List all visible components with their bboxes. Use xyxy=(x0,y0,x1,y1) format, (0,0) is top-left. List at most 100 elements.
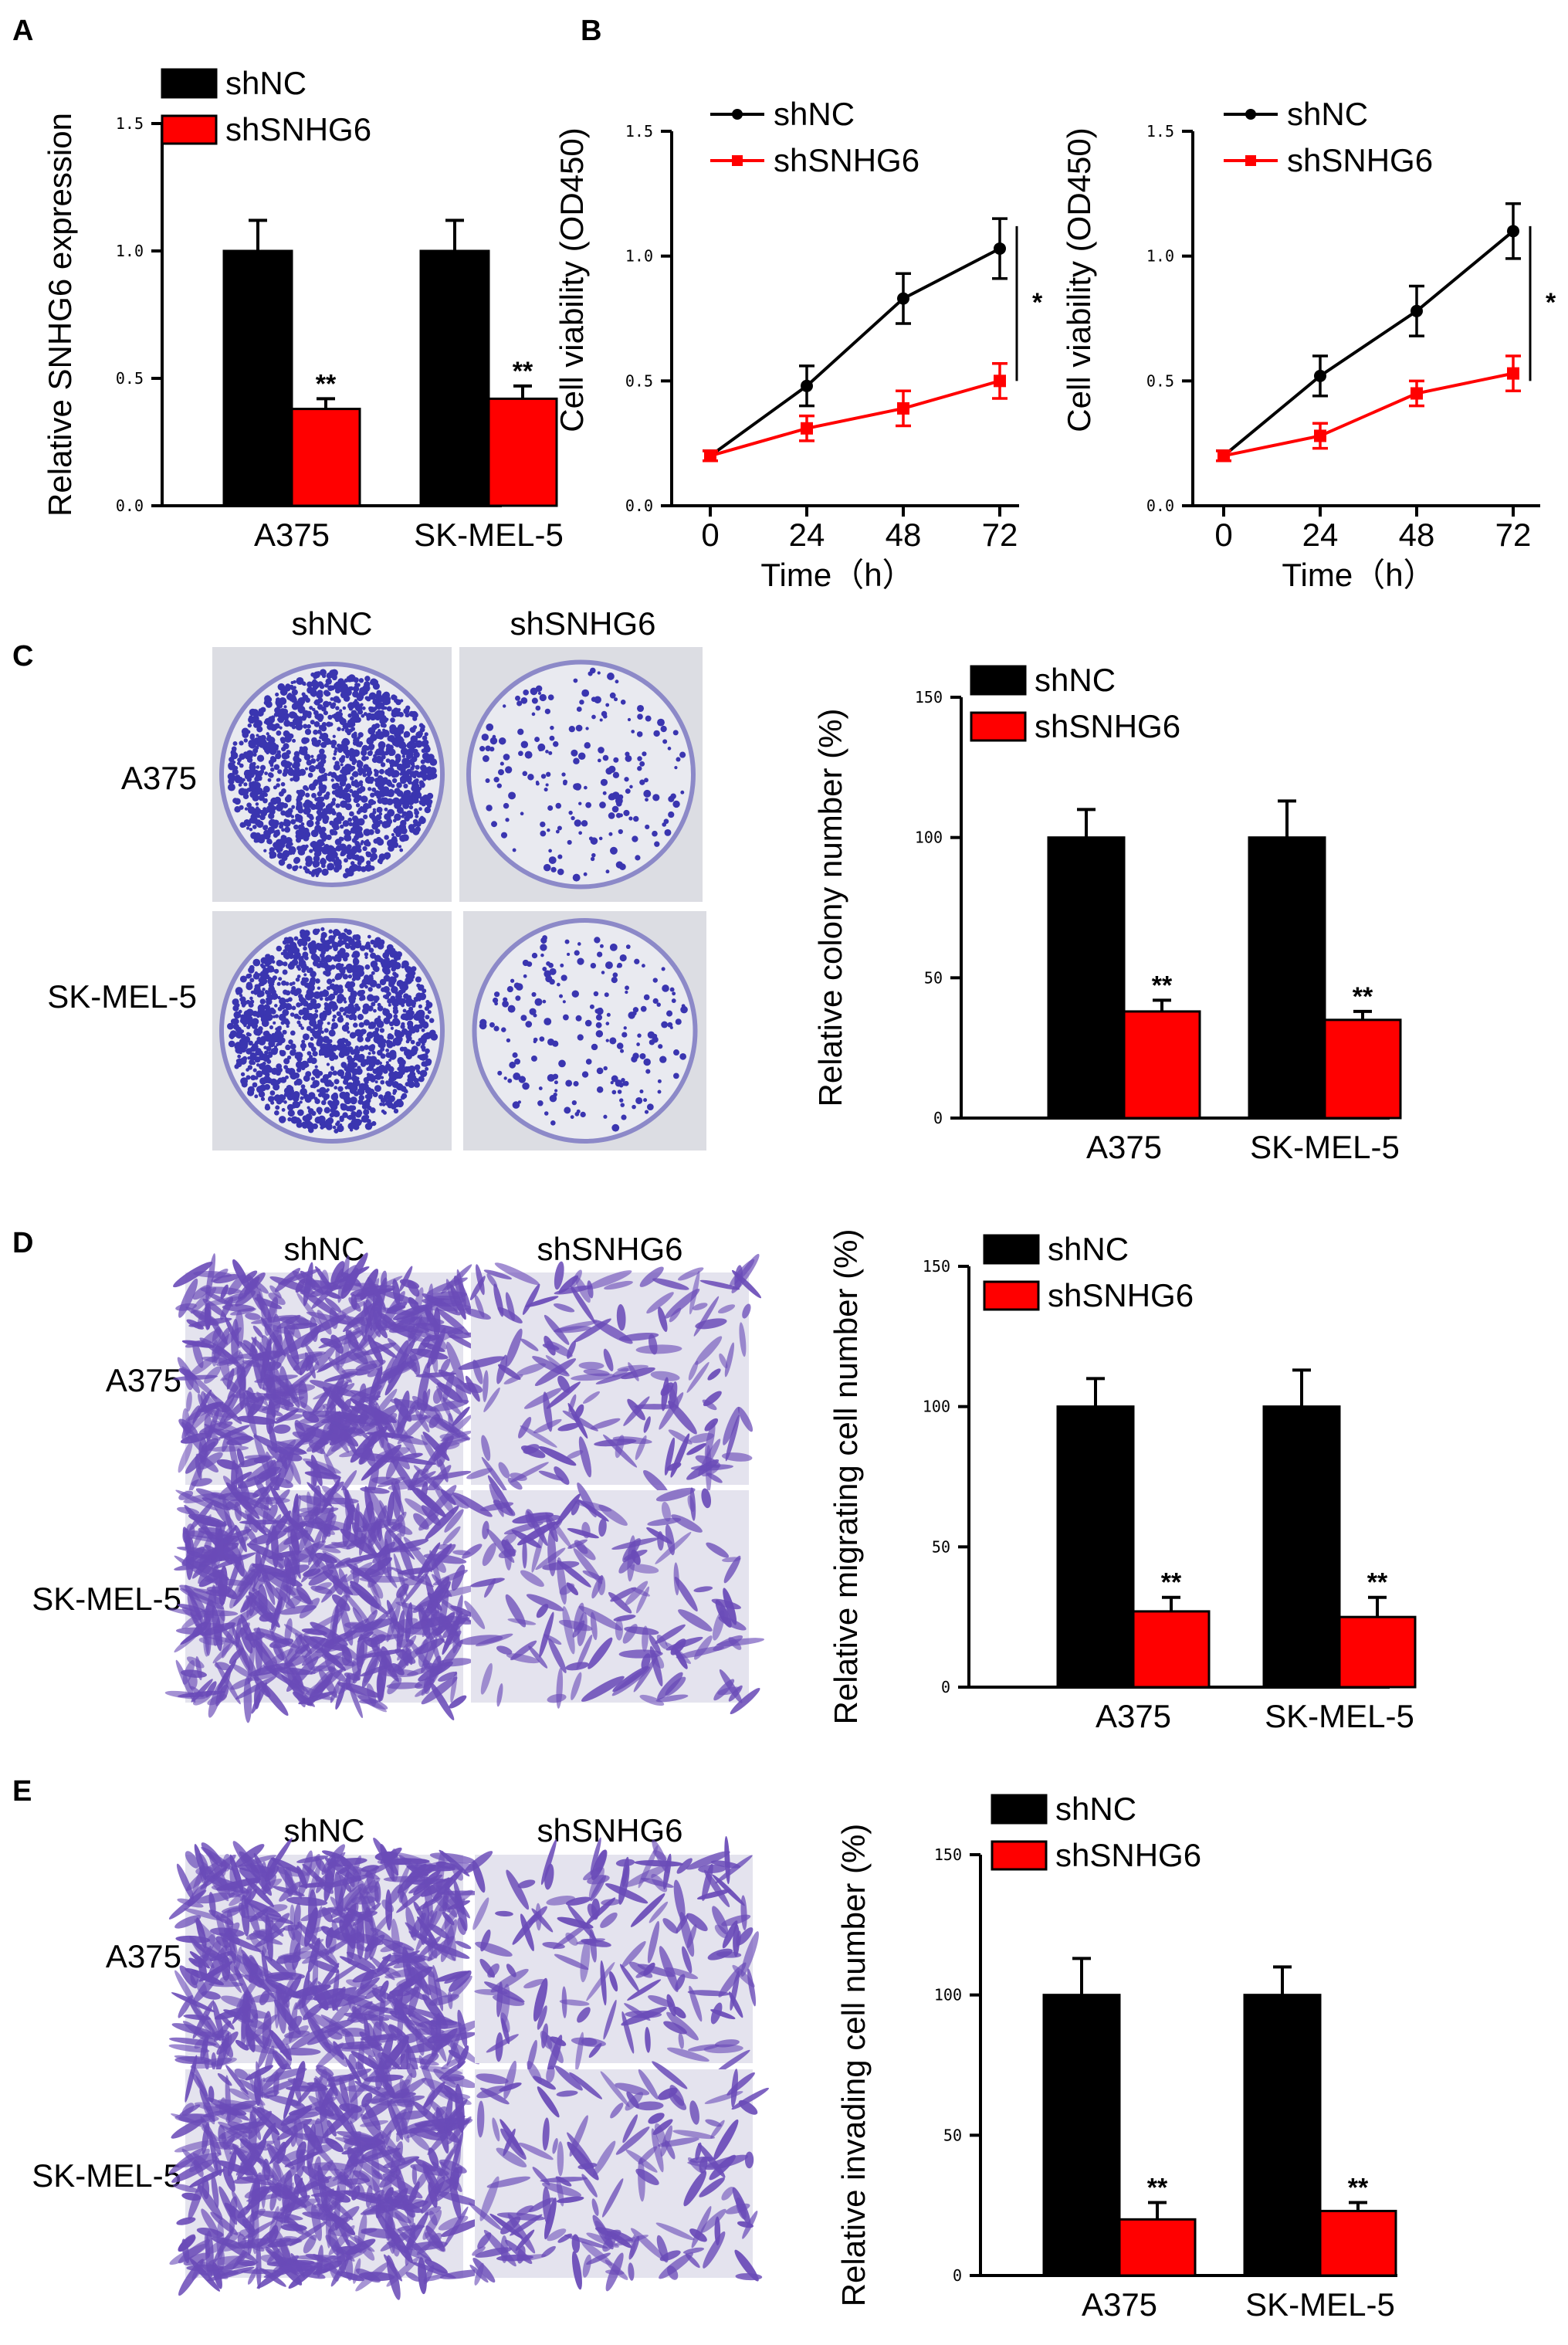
colony-dot xyxy=(259,792,263,796)
colony-dot xyxy=(299,768,306,776)
series-line-shSNHG6 xyxy=(709,379,1001,458)
x-category-label: A375 xyxy=(254,517,330,553)
colony-dot xyxy=(343,1012,347,1016)
colony-dot xyxy=(366,771,371,777)
colony-dot xyxy=(647,1103,654,1110)
colony-dot xyxy=(544,1111,549,1116)
colony-dot xyxy=(285,768,290,773)
colony-dot xyxy=(411,781,416,786)
colony-dot xyxy=(252,825,257,829)
colony-dot xyxy=(320,962,326,968)
colony-dot xyxy=(277,995,281,1000)
colony-dot xyxy=(332,1070,338,1076)
colony-dot xyxy=(388,759,395,766)
colony-dot xyxy=(256,1062,260,1067)
colony-dot xyxy=(414,810,420,815)
colony-dot xyxy=(351,837,357,843)
colony-dot xyxy=(510,978,515,983)
legend-swatch-shNC xyxy=(991,1794,1048,1825)
colony-dot xyxy=(594,696,601,704)
colony-dot xyxy=(351,758,357,764)
data-point-shNC xyxy=(1314,369,1326,382)
colony-dot xyxy=(283,730,290,737)
colony-dot xyxy=(347,817,353,822)
colony-dot xyxy=(246,826,250,830)
y-axis-title: Cell viability (OD450) xyxy=(554,127,590,432)
colony-dot xyxy=(246,981,253,988)
colony-dot xyxy=(353,797,360,804)
colony-dot xyxy=(508,791,516,800)
colony-dot xyxy=(603,1066,608,1071)
colony-dot xyxy=(318,767,326,774)
colony-dot xyxy=(391,1000,398,1006)
colony-dot xyxy=(319,846,324,852)
colony-dot xyxy=(367,787,372,791)
row-label-A375: A375 xyxy=(121,760,197,796)
colony-dot xyxy=(520,697,528,704)
colony-dot xyxy=(293,751,300,757)
colony-dot xyxy=(282,771,288,777)
colony-dot xyxy=(574,950,580,956)
colony-dot xyxy=(411,1004,416,1008)
colony-dot xyxy=(481,734,489,741)
colony-dot xyxy=(418,1017,425,1025)
colony-dot xyxy=(659,1056,667,1063)
colony-dot xyxy=(252,972,260,980)
colony-dot xyxy=(401,771,408,778)
colony-dot xyxy=(295,977,300,982)
colony-dot xyxy=(591,1043,598,1051)
colony-dot xyxy=(273,764,280,771)
colony-dot xyxy=(545,783,549,787)
colony-dot xyxy=(361,706,366,710)
colony-dot xyxy=(347,1010,352,1015)
colony-dot xyxy=(361,749,367,757)
colony-dot xyxy=(390,717,395,723)
colony-dot xyxy=(290,815,295,818)
colony-dot xyxy=(611,977,618,984)
colony-dot xyxy=(676,757,681,762)
colony-dot xyxy=(494,1001,499,1006)
colony-dot xyxy=(256,819,261,824)
colony-dot xyxy=(380,1079,385,1085)
colony-dot xyxy=(533,1013,537,1018)
colony-dot xyxy=(560,974,567,981)
row-label-SK-MEL-5: SK-MEL-5 xyxy=(32,2157,181,2194)
colony-dot xyxy=(392,1091,396,1096)
colony-dot xyxy=(308,813,313,819)
colony-dot xyxy=(271,968,275,972)
colony-dot xyxy=(281,752,290,760)
colony-dot xyxy=(632,1104,636,1110)
colony-dot xyxy=(418,816,426,825)
colony-dot xyxy=(321,1100,327,1106)
colony-dot xyxy=(411,1045,418,1053)
colony-dot xyxy=(539,693,547,702)
colony-dot xyxy=(324,1008,332,1016)
colony-dot xyxy=(372,965,378,971)
colony-dot xyxy=(584,742,591,749)
colony-dot xyxy=(334,825,340,831)
legend-label-shNC: shNC xyxy=(1055,1791,1136,1827)
colony-dot xyxy=(303,946,307,951)
colony-dot xyxy=(293,824,299,830)
colony-dot xyxy=(326,672,333,679)
colony-dot xyxy=(584,1019,592,1027)
colony-dot xyxy=(501,1027,506,1032)
colony-dot xyxy=(425,767,432,774)
colony-dot xyxy=(540,953,544,957)
colony-dot xyxy=(357,818,365,826)
colony-dot xyxy=(639,761,645,767)
data-point-shNC xyxy=(897,292,909,305)
colony-dot xyxy=(249,1052,256,1059)
micrograph-E-0 xyxy=(168,1837,487,2083)
colony-dot xyxy=(355,803,361,808)
colony-dot xyxy=(339,967,346,974)
colony-dot xyxy=(296,806,300,811)
colony-dot xyxy=(356,694,361,700)
colony-dot xyxy=(379,1102,383,1106)
colony-dot xyxy=(382,697,391,706)
significance-A375: ** xyxy=(316,369,337,398)
colony-dot xyxy=(323,700,330,708)
colony-dot xyxy=(244,807,249,811)
colony-dot xyxy=(372,808,376,812)
